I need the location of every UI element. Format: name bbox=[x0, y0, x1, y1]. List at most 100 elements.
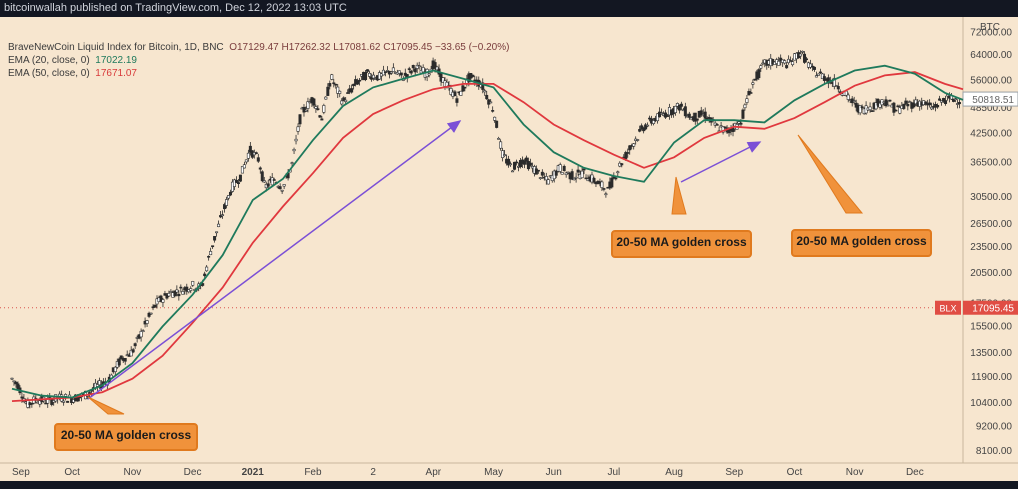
candle-body bbox=[165, 294, 169, 299]
candle-body bbox=[139, 330, 143, 338]
candle-body bbox=[427, 73, 431, 76]
golden-cross-callout-2: 20-50 MA golden cross bbox=[611, 230, 752, 258]
blx-badge-label: BLX bbox=[939, 304, 956, 314]
candle-body bbox=[433, 62, 437, 69]
candle-body bbox=[699, 110, 703, 116]
candle-body bbox=[703, 111, 707, 119]
candle-body bbox=[232, 179, 236, 187]
candle-body bbox=[592, 177, 596, 183]
candle-body bbox=[489, 101, 493, 104]
candle-body bbox=[677, 104, 681, 111]
candle-body bbox=[564, 172, 568, 175]
candle-body bbox=[951, 98, 955, 102]
x-tick-label: Oct bbox=[64, 467, 80, 478]
candle-body bbox=[803, 53, 807, 63]
candle-body bbox=[536, 169, 540, 172]
candle-body bbox=[334, 83, 338, 86]
y-tick-label: 20500.00 bbox=[970, 268, 1012, 279]
candle-body bbox=[884, 99, 888, 107]
x-tick-label: 2 bbox=[370, 467, 376, 478]
candle-body bbox=[908, 101, 912, 103]
candle-body bbox=[749, 92, 753, 94]
candle-body bbox=[914, 99, 918, 105]
candle-body bbox=[344, 99, 348, 102]
candle-body bbox=[278, 186, 282, 190]
candle-body bbox=[145, 320, 149, 324]
candle-body bbox=[242, 164, 246, 169]
trend-arrow-2 bbox=[680, 141, 762, 183]
ema50-label: EMA (50, close, 0) bbox=[8, 68, 90, 79]
candle-body bbox=[316, 108, 320, 110]
candle-body bbox=[203, 273, 207, 277]
candle-body bbox=[123, 358, 127, 362]
candle-body bbox=[167, 293, 171, 297]
candle-body bbox=[389, 71, 393, 74]
candle-body bbox=[266, 183, 270, 187]
candle-body bbox=[312, 98, 316, 106]
candle-body bbox=[663, 112, 667, 118]
candle-body bbox=[501, 150, 505, 159]
candle-body bbox=[149, 312, 153, 315]
y-tick-label: 48500.00 bbox=[970, 103, 1012, 114]
candle-body bbox=[131, 349, 135, 353]
candle-body bbox=[892, 102, 896, 113]
candle-body bbox=[785, 65, 789, 69]
y-tick-label: 11900.00 bbox=[971, 372, 1012, 383]
blx-badge bbox=[935, 300, 961, 315]
y-tick-label: 9200.00 bbox=[976, 421, 1013, 432]
candle-body bbox=[62, 400, 66, 403]
candle-body bbox=[497, 138, 501, 140]
candle-body bbox=[644, 124, 648, 130]
candle-body bbox=[14, 381, 18, 385]
candle-body bbox=[739, 122, 743, 125]
candle-body bbox=[244, 159, 248, 163]
candle-body bbox=[221, 214, 225, 216]
candle-body bbox=[852, 100, 856, 102]
candle-body bbox=[97, 380, 101, 386]
candle-body bbox=[441, 77, 445, 83]
y-tick-label: 13500.00 bbox=[970, 348, 1012, 359]
candle-body bbox=[294, 138, 298, 142]
candle-body bbox=[227, 195, 231, 199]
candle-body bbox=[741, 109, 745, 119]
candle-body bbox=[673, 105, 677, 113]
candle-body bbox=[777, 60, 781, 66]
price-axis-unit: BTC bbox=[980, 22, 1000, 33]
candle-body bbox=[620, 163, 624, 166]
candle-body bbox=[66, 400, 70, 403]
x-tick-label: Apr bbox=[426, 467, 442, 478]
publisher-bar: bitcoinwallah published on TradingView.c… bbox=[0, 0, 1018, 17]
candle-body bbox=[318, 115, 322, 118]
symbol-label: BraveNewCoin Liquid Index for Bitcoin, 1… bbox=[8, 42, 224, 53]
candle-body bbox=[602, 188, 606, 190]
candle-body bbox=[234, 179, 238, 183]
legend: BraveNewCoin Liquid Index for Bitcoin, 1… bbox=[8, 41, 509, 80]
candle-body bbox=[133, 343, 137, 347]
candle-body bbox=[368, 72, 372, 77]
candle-body bbox=[822, 76, 826, 81]
candle-body bbox=[936, 104, 940, 108]
candle-body bbox=[304, 109, 308, 112]
candle-body bbox=[693, 112, 697, 122]
candle-body bbox=[302, 107, 306, 113]
y-tick-label: 26500.00 bbox=[970, 219, 1012, 230]
current-price-label: 50818.51 bbox=[972, 95, 1014, 106]
candle-body bbox=[509, 163, 513, 166]
candle-body bbox=[223, 204, 227, 210]
candle-body bbox=[566, 171, 570, 174]
candle-body bbox=[364, 71, 368, 80]
candle-body bbox=[453, 91, 457, 97]
candle-body bbox=[858, 105, 862, 114]
candle-body bbox=[582, 168, 586, 171]
candle-body bbox=[628, 145, 632, 151]
candle-body bbox=[876, 98, 880, 106]
candle-body bbox=[584, 177, 588, 180]
candle-body bbox=[687, 113, 691, 118]
last-price-badge bbox=[963, 300, 1018, 315]
candle-body bbox=[580, 170, 584, 179]
candle-body bbox=[695, 118, 699, 121]
candle-body bbox=[270, 177, 274, 186]
y-tick-label: 8100.00 bbox=[976, 446, 1013, 457]
y-tick-label: 23500.00 bbox=[970, 242, 1012, 253]
candle-body bbox=[159, 295, 163, 302]
